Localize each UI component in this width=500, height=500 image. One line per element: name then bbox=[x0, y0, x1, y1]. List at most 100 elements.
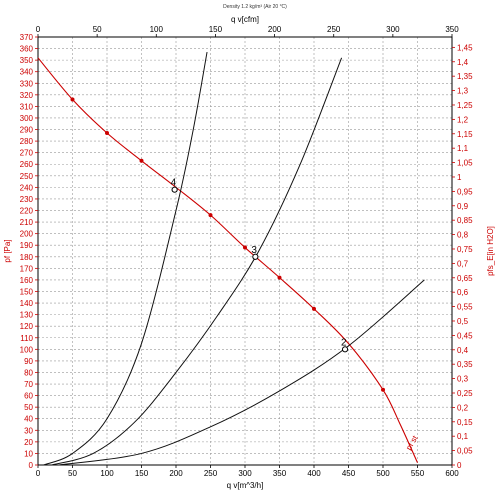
y-left-tick-label: 360 bbox=[20, 45, 34, 54]
y-left-tick-label: 70 bbox=[24, 380, 33, 389]
series-group bbox=[37, 51, 425, 466]
y-right-axis-title: pfs_E[in H2O] bbox=[486, 226, 495, 276]
y-left-tick-label: 240 bbox=[20, 183, 34, 192]
x-bottom-tick-label: 300 bbox=[238, 469, 252, 478]
y-left-tick-label: 210 bbox=[20, 218, 34, 227]
x-bottom-tick-label: 50 bbox=[68, 469, 77, 478]
pressure-curve-marker bbox=[139, 158, 144, 163]
system-curve-2 bbox=[51, 57, 343, 466]
x-bottom-tick-label: 550 bbox=[411, 469, 425, 478]
y-right-tick-label: 0,25 bbox=[457, 389, 473, 398]
x-top-tick-label: 300 bbox=[386, 25, 400, 34]
x-bottom-tick-label: 400 bbox=[307, 469, 321, 478]
y-left-tick-label: 320 bbox=[20, 91, 34, 100]
y-right-tick-label: 1,4 bbox=[457, 58, 469, 67]
x-top-tick-label: 0 bbox=[36, 25, 41, 34]
y-right-tick-label: 0,05 bbox=[457, 447, 473, 456]
x-top-tick-label: 350 bbox=[445, 25, 459, 34]
x-bottom-tick-label: 150 bbox=[135, 469, 149, 478]
y-left-tick-label: 260 bbox=[20, 160, 34, 169]
pressure-curve-marker bbox=[208, 213, 213, 218]
y-left-tick-label: 20 bbox=[24, 438, 33, 447]
x-bottom-axis-title: q v[m^3/h] bbox=[227, 481, 264, 490]
y-right-tick-label: 1,45 bbox=[457, 43, 473, 52]
x-bottom-tick-label: 100 bbox=[100, 469, 114, 478]
x-top-tick-label: 250 bbox=[327, 25, 341, 34]
x-bottom-tick-label: 350 bbox=[273, 469, 287, 478]
x-top-axis-title: q v[cfm] bbox=[231, 15, 259, 24]
y-left-axis-title: pf [Pa] bbox=[3, 239, 12, 262]
y-right-tick-label: 0,2 bbox=[457, 403, 469, 412]
y-left-tick-label: 10 bbox=[24, 449, 33, 458]
pressure-curve-marker bbox=[105, 131, 109, 136]
y-right-tick-label: 1,05 bbox=[457, 159, 473, 168]
grid bbox=[38, 37, 452, 465]
x-top-tick-label: 100 bbox=[150, 25, 164, 34]
y-left-tick-label: 50 bbox=[24, 403, 33, 412]
y-right-tick-label: 0,6 bbox=[457, 288, 469, 297]
y-left-tick-label: 220 bbox=[20, 207, 34, 216]
y-left-tick-label: 290 bbox=[20, 126, 34, 135]
y-left-tick-label: 30 bbox=[24, 426, 33, 435]
y-right-tick-label: 1,15 bbox=[457, 130, 473, 139]
y-right-tick-label: 0,9 bbox=[457, 202, 469, 211]
y-left-tick-label: 170 bbox=[20, 264, 34, 273]
y-left-tick-label: 60 bbox=[24, 392, 33, 401]
y-right-tick-label: 1 bbox=[457, 173, 462, 182]
axes bbox=[35, 34, 455, 468]
x-bottom-tick-label: 0 bbox=[36, 469, 41, 478]
y-left-tick-label: 130 bbox=[20, 311, 34, 320]
x-bottom-tick-label: 250 bbox=[204, 469, 218, 478]
x-bottom-tick-label: 600 bbox=[445, 469, 459, 478]
y-right-tick-label: 0,85 bbox=[457, 216, 473, 225]
y-left-tick-label: 350 bbox=[20, 56, 34, 65]
y-right-tick-label: 0,75 bbox=[457, 245, 473, 254]
y-left-tick-label: 370 bbox=[20, 33, 34, 42]
y-left-tick-label: 280 bbox=[20, 137, 34, 146]
y-left-tick-label: 160 bbox=[20, 276, 34, 285]
y-left-tick-label: 190 bbox=[20, 241, 34, 250]
y-left-tick-label: 0 bbox=[29, 461, 34, 470]
y-right-tick-label: 0,65 bbox=[457, 274, 473, 283]
operating-point-4 bbox=[171, 186, 178, 193]
y-left-tick-label: 330 bbox=[20, 79, 34, 88]
pressure-curve-marker bbox=[70, 97, 75, 102]
x-bottom-tick-label: 450 bbox=[342, 469, 356, 478]
y-right-tick-label: 0,8 bbox=[457, 231, 469, 240]
y-left-tick-label: 340 bbox=[20, 68, 34, 77]
pressure-curve-marker bbox=[277, 275, 282, 280]
y-left-tick-label: 270 bbox=[20, 149, 34, 158]
system-curve-1 bbox=[43, 51, 208, 466]
y-right-tick-label: 0,15 bbox=[457, 418, 473, 427]
y-left-tick-label: 200 bbox=[20, 230, 34, 239]
y-right-tick-label: 1,1 bbox=[457, 144, 469, 153]
y-right-tick-label: 0,5 bbox=[457, 317, 469, 326]
y-right-tick-label: 0,4 bbox=[457, 346, 469, 355]
y-right-tick-label: 0 bbox=[457, 461, 462, 470]
y-left-tick-label: 230 bbox=[20, 195, 34, 204]
y-left-tick-label: 180 bbox=[20, 253, 34, 262]
chart-header-note: Density 1.2 kg/m³ (Air 20 °C) bbox=[223, 4, 287, 10]
operating-point-label-4: 4 bbox=[171, 178, 177, 189]
y-right-tick-label: 0,1 bbox=[457, 432, 469, 441]
operating-point-3 bbox=[252, 253, 259, 260]
y-left-tick-label: 310 bbox=[20, 102, 34, 111]
y-right-tick-label: 1,3 bbox=[457, 87, 469, 96]
pressure-curve-marker bbox=[243, 245, 247, 250]
y-left-tick-label: 40 bbox=[24, 415, 33, 424]
y-right-tick-label: 0,35 bbox=[457, 360, 473, 369]
x-bottom-tick-label: 500 bbox=[376, 469, 390, 478]
x-bottom-tick-label: 200 bbox=[169, 469, 183, 478]
y-left-tick-label: 120 bbox=[20, 322, 34, 331]
pressure-curve-marker bbox=[312, 306, 316, 311]
operating-point-2 bbox=[341, 346, 349, 353]
system-curve-3 bbox=[58, 279, 425, 466]
y-right-tick-label: 0,95 bbox=[457, 187, 473, 196]
operating-point-label-3: 3 bbox=[251, 245, 257, 256]
y-left-tick-label: 140 bbox=[20, 299, 34, 308]
y-right-tick-label: 0,7 bbox=[457, 259, 469, 268]
y-right-tick-label: 0,3 bbox=[457, 375, 469, 384]
y-left-tick-label: 80 bbox=[24, 368, 33, 377]
pressure-curve bbox=[37, 57, 419, 463]
